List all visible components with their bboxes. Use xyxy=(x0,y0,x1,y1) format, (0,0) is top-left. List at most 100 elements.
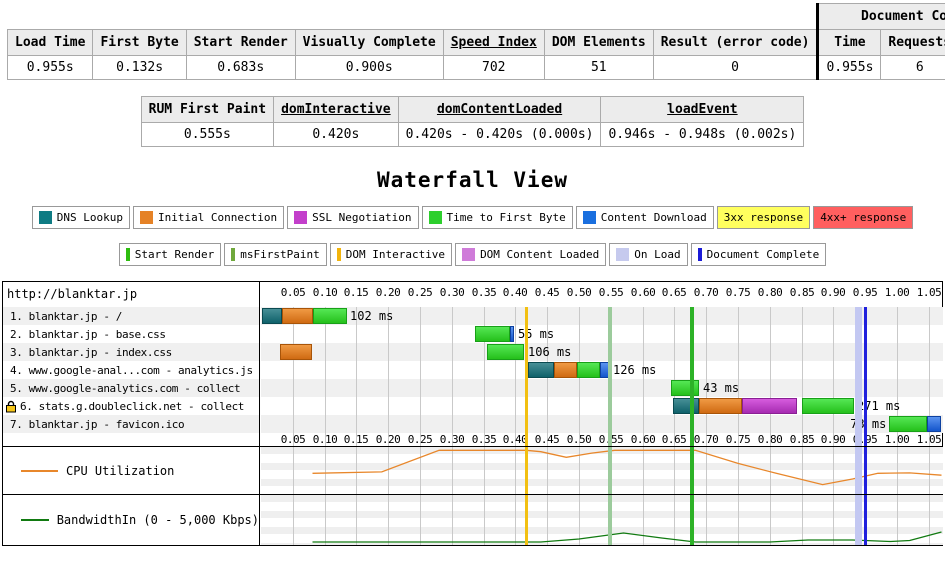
axis-tick-top: 0.95 xyxy=(848,286,882,299)
legend-phase-initial-connection: Initial Connection xyxy=(133,206,284,229)
request-label-2[interactable]: 2. blanktar.jp - base.css xyxy=(3,325,259,343)
request-bar-3[interactable] xyxy=(261,344,943,360)
axis-tick-bottom: 0.45 xyxy=(530,433,564,446)
request-bar-4[interactable] xyxy=(261,362,943,378)
val-result: 0 xyxy=(653,56,818,80)
axis-tick-top: 0.10 xyxy=(308,286,342,299)
axis-tick-top: 0.40 xyxy=(498,286,532,299)
segment-dns xyxy=(528,362,554,378)
legend-event-msfirstpaint-swatch-icon xyxy=(231,248,235,261)
request-label-5[interactable]: 5. www.google-analytics.com - collect xyxy=(3,379,259,397)
axis-tick-bottom: 0.75 xyxy=(721,433,755,446)
legend-event-on-load: On Load xyxy=(609,243,687,266)
bandwidth-label: BandwidthIn (0 - 5,000 Kbps) xyxy=(3,495,259,545)
col-dom-interactive-link[interactable]: domInteractive xyxy=(274,97,399,123)
legend-phase-time-to-first-byte: Time to First Byte xyxy=(422,206,573,229)
segment-ssl xyxy=(742,398,797,414)
col-speed-index-link[interactable]: Speed Index xyxy=(443,30,544,56)
cpu-row-divider xyxy=(3,446,942,447)
legend-phase-3xx-response: 3xx response xyxy=(717,206,810,229)
legend-phase-time-to-first-byte-swatch-icon xyxy=(429,211,442,224)
axis-tick-bottom: 1.05 xyxy=(912,433,945,446)
col-dc-time: Time xyxy=(818,30,881,56)
legend-phase-3xx-response-label: 3xx response xyxy=(724,211,803,224)
legend-event-dom-content-loaded-label: DOM Content Loaded xyxy=(480,248,599,261)
request-label-text-3: 3. blanktar.jp - index.css xyxy=(10,346,172,359)
request-time-label-3: 106 ms xyxy=(528,344,571,360)
request-bar-7[interactable] xyxy=(261,416,943,432)
axis-tick-top: 0.50 xyxy=(562,286,596,299)
legend-page-events: Start Render msFirstPaint DOM Interactive D… xyxy=(0,243,945,266)
val-first-byte: 0.132s xyxy=(93,56,186,80)
col-dom-elements: DOM Elements xyxy=(544,30,653,56)
segment-ttfb xyxy=(889,416,927,432)
segment-ttfb xyxy=(487,344,524,360)
legend-phase-ssl-negotiation: SSL Negotiation xyxy=(287,206,418,229)
request-label-text-7: 7. blanktar.jp - favicon.ico xyxy=(10,418,184,431)
legend-event-document-complete-label: Document Complete xyxy=(707,248,820,261)
request-label-text-6: 6. stats.g.doubleclick.net - collect xyxy=(20,400,244,413)
request-label-6[interactable]: 6. stats.g.doubleclick.net - collect xyxy=(3,397,259,415)
col-first-byte: First Byte xyxy=(93,30,186,56)
on-load-band xyxy=(855,307,862,545)
axis-tick-bottom: 0.20 xyxy=(371,433,405,446)
segment-dns xyxy=(673,398,699,414)
col-dom-content-loaded-link[interactable]: domContentLoaded xyxy=(398,97,601,123)
segment-connect xyxy=(282,308,313,324)
axis-tick-bottom: 0.60 xyxy=(626,433,660,446)
request-time-label-2: 55 ms xyxy=(518,326,554,342)
segment-ttfb xyxy=(671,380,699,396)
legend-phase-dns-lookup: DNS Lookup xyxy=(32,206,130,229)
val-dom-elements: 51 xyxy=(544,56,653,80)
legend-phase-initial-connection-label: Initial Connection xyxy=(158,211,277,224)
axis-tick-bottom: 0.70 xyxy=(689,433,723,446)
val-dom-content-loaded: 0.420s - 0.420s (0.000s) xyxy=(398,123,601,147)
request-label-1[interactable]: 1. blanktar.jp - / xyxy=(3,307,259,325)
waterfall-chart: http://blanktar.jp 1. blanktar.jp - / 2.… xyxy=(2,281,943,546)
segment-ttfb xyxy=(577,362,600,378)
col-dc-requests: Requests xyxy=(881,30,945,56)
axis-tick-bottom: 0.30 xyxy=(435,433,469,446)
cpu-utilization-line xyxy=(261,447,943,494)
legend-event-start-render-swatch-icon xyxy=(126,248,130,261)
legend-phase-dns-lookup-label: DNS Lookup xyxy=(57,211,123,224)
segment-ttfb xyxy=(475,326,510,342)
rum-value-row: 0.555s 0.420s 0.420s - 0.420s (0.000s) 0… xyxy=(141,123,804,147)
legend-event-dom-interactive: DOM Interactive xyxy=(330,243,452,266)
request-label-text-5: 5. www.google-analytics.com - collect xyxy=(10,382,240,395)
document-complete-line xyxy=(864,307,867,545)
bandwidth-line xyxy=(261,495,943,545)
request-time-label-4: 126 ms xyxy=(613,362,656,378)
legend-event-msfirstpaint-label: msFirstPaint xyxy=(240,248,319,261)
axis-tick-top: 0.60 xyxy=(626,286,660,299)
request-label-3[interactable]: 3. blanktar.jp - index.css xyxy=(3,343,259,361)
request-bar-2[interactable] xyxy=(261,326,943,342)
request-label-4[interactable]: 4. www.google-anal...com - analytics.js xyxy=(3,361,259,379)
bandwidth-label-swatch-icon xyxy=(21,519,49,521)
page-url-label: http://blanktar.jp xyxy=(3,282,259,307)
bandwidth-label-text: BandwidthIn (0 - 5,000 Kbps) xyxy=(57,513,259,527)
axis-tick-top: 0.30 xyxy=(435,286,469,299)
legend-event-document-complete: Document Complete xyxy=(691,243,827,266)
segment-ttfb xyxy=(802,398,854,414)
legend-event-on-load-label: On Load xyxy=(634,248,680,261)
axis-tick-top: 1.00 xyxy=(880,286,914,299)
legend-event-start-render-label: Start Render xyxy=(135,248,214,261)
legend-phase-content-download-swatch-icon xyxy=(583,211,596,224)
legend-event-start-render: Start Render xyxy=(119,243,221,266)
segment-download xyxy=(510,326,514,342)
axis-tick-top: 0.65 xyxy=(657,286,691,299)
request-bar-6[interactable] xyxy=(261,398,943,414)
col-load-event-link[interactable]: loadEvent xyxy=(601,97,804,123)
val-dom-interactive: 0.420s xyxy=(274,123,399,147)
legend-phase-ssl-negotiation-label: SSL Negotiation xyxy=(312,211,411,224)
summary-group-header-row: Document Complete Fully Loaded xyxy=(8,4,945,30)
request-bar-5[interactable] xyxy=(261,380,943,396)
legend-event-document-complete-swatch-icon xyxy=(698,248,702,261)
bandwidth-row-divider xyxy=(3,494,942,495)
page-title: Waterfall View xyxy=(0,168,945,192)
rum-header-row: RUM First Paint domInteractive domConten… xyxy=(141,97,804,123)
request-label-7[interactable]: 7. blanktar.jp - favicon.ico xyxy=(3,415,259,433)
axis-tick-bottom: 0.10 xyxy=(308,433,342,446)
